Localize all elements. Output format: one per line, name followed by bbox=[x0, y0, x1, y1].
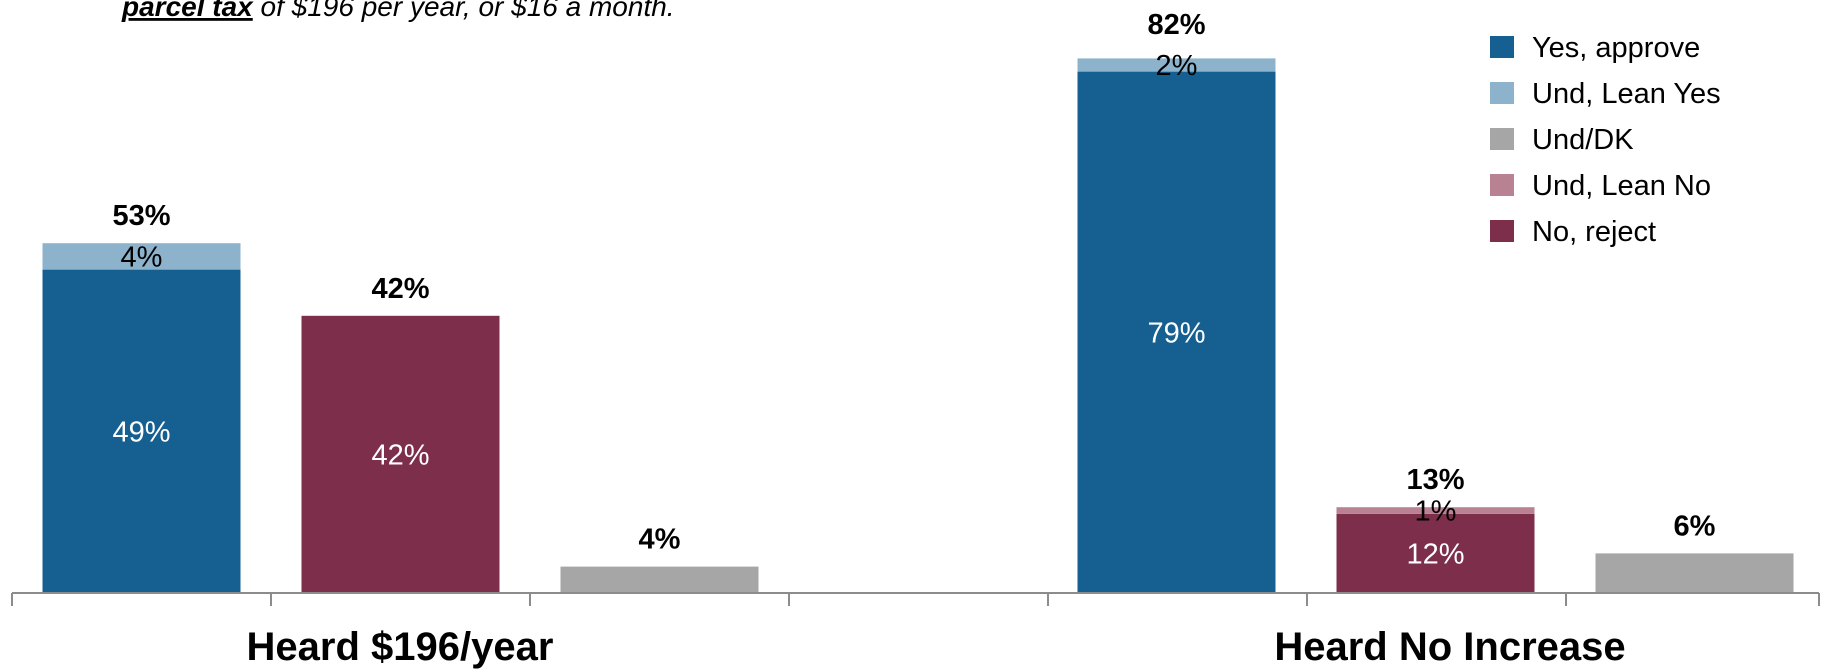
bar-segment bbox=[42, 269, 241, 593]
segment-value-label: 4% bbox=[121, 241, 163, 273]
bar-segment bbox=[1336, 507, 1535, 514]
bar-total-label: 53% bbox=[112, 200, 170, 232]
bar-segment bbox=[1595, 553, 1794, 593]
bar-total-label: 13% bbox=[1406, 464, 1464, 496]
segment-value-label: 12% bbox=[1406, 538, 1464, 570]
legend-swatch bbox=[1490, 128, 1514, 150]
bar-total-label: 6% bbox=[1674, 510, 1716, 542]
segment-value-label: 2% bbox=[1156, 50, 1198, 82]
bar-segment bbox=[1077, 58, 1276, 72]
legend: Yes, approve Und, Lean Yes Und/DK Und, Lean… bbox=[1490, 32, 1721, 248]
legend-swatch bbox=[1490, 220, 1514, 242]
labels-layer: 49% 4% 53% 42% 42% 4% 79% 2% 82% 12% 1%13% 6% bbox=[112, 9, 1715, 571]
segment-value-label: 79% bbox=[1147, 317, 1205, 349]
legend-entry-label: Und, Lean Yes bbox=[1532, 78, 1721, 110]
bar-segment bbox=[301, 315, 500, 593]
bar-total-label: 42% bbox=[371, 273, 429, 305]
chart-subtitle: parcel tax of $196 per year, or $16 a mo… bbox=[121, 0, 675, 22]
bar-segment bbox=[42, 243, 241, 270]
bar-total-label: 82% bbox=[1147, 9, 1205, 41]
segment-value-label: 42% bbox=[371, 439, 429, 471]
chart-subtitle-rest: of $196 per year, or $16 a month. bbox=[253, 0, 675, 22]
bars-layer bbox=[42, 58, 1794, 594]
bar-segment bbox=[560, 566, 759, 593]
chart-subtitle-emphasis: parcel tax bbox=[121, 0, 254, 22]
group-label: Heard $196/year bbox=[247, 625, 554, 669]
segment-value-label: 49% bbox=[112, 416, 170, 448]
legend-entry-label: No, reject bbox=[1532, 216, 1656, 248]
group-label: Heard No Increase bbox=[1274, 625, 1625, 669]
legend-swatch bbox=[1490, 36, 1514, 58]
legend-entry-label: Und/DK bbox=[1532, 124, 1634, 156]
legend-entry-label: Yes, approve bbox=[1532, 32, 1700, 64]
x-axis: Heard $196/year Heard No Increase bbox=[11, 592, 1820, 669]
legend-entry-label: Und, Lean No bbox=[1532, 170, 1711, 202]
legend-swatch bbox=[1490, 82, 1514, 104]
legend-swatch bbox=[1490, 174, 1514, 196]
bar-total-label: 4% bbox=[639, 524, 681, 556]
segment-value-label: 1% bbox=[1415, 496, 1457, 528]
bar-segment bbox=[1077, 71, 1276, 594]
bar-segment bbox=[1336, 513, 1535, 593]
